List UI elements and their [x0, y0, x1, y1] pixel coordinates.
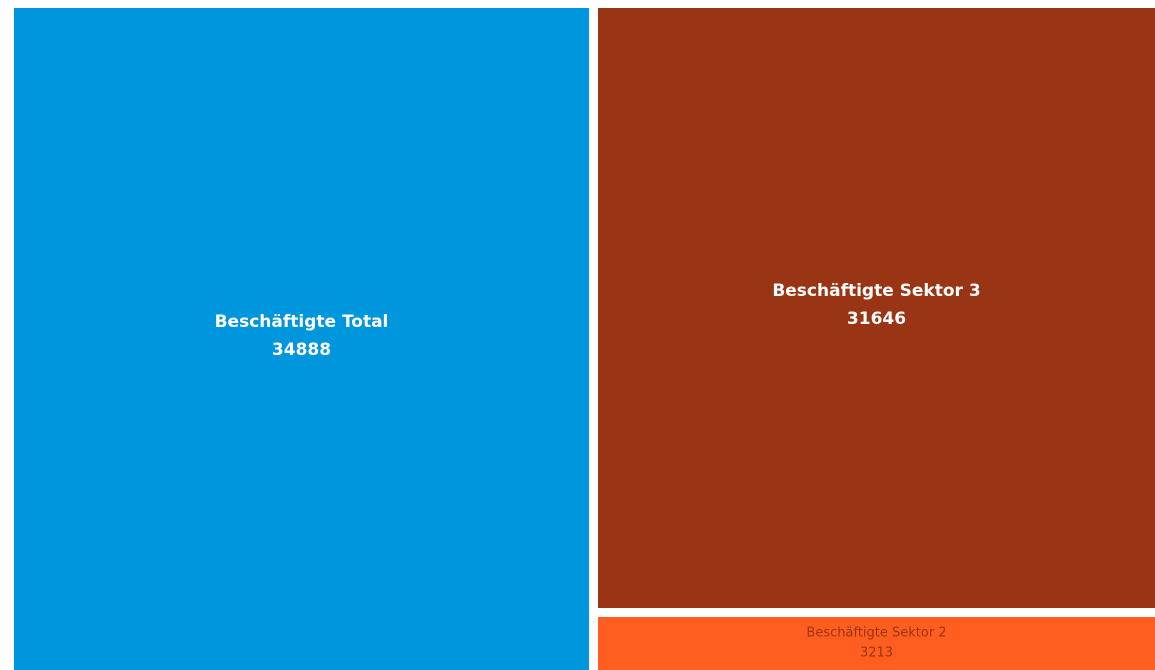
treemap-tile-beschäftigte-total[interactable]	[14, 8, 589, 670]
treemap-value-beschäftigte-sektor-3: 31646	[847, 309, 906, 329]
treemap-label-beschäftigte-sektor-3: Beschäftigte Sektor 3	[772, 281, 980, 301]
treemap-value-beschäftigte-sektor-2: 3213	[860, 646, 893, 661]
treemap-value-beschäftigte-total: 34888	[272, 340, 331, 360]
treemap-tile-beschäftigte-sektor-2[interactable]	[598, 617, 1155, 670]
treemap-tile-beschäftigte-sektor-3[interactable]	[598, 8, 1155, 608]
treemap-label-beschäftigte-total: Beschäftigte Total	[215, 312, 389, 332]
treemap-label-beschäftigte-sektor-2: Beschäftigte Sektor 2	[806, 626, 946, 641]
